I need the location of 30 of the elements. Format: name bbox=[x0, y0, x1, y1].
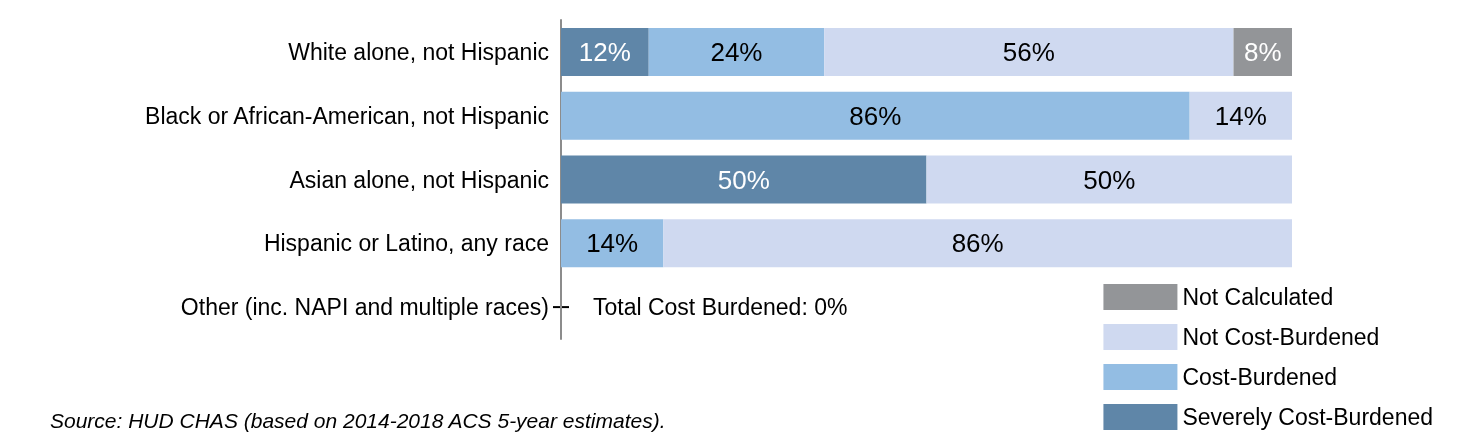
data-label: 12% bbox=[578, 36, 631, 67]
y-tick-label: Hispanic or Latino, any race bbox=[263, 230, 549, 257]
y-tick-label: White alone, not Hispanic bbox=[288, 38, 549, 65]
bar bbox=[561, 155, 927, 204]
data-label: 14% bbox=[1214, 100, 1267, 131]
bar bbox=[1189, 91, 1292, 140]
y-tick-label: Other (inc. NAPI and multiple races) bbox=[180, 294, 549, 321]
bar bbox=[561, 91, 1190, 140]
bar bbox=[824, 27, 1234, 76]
bar bbox=[648, 27, 825, 76]
data-label: 8% bbox=[1243, 36, 1282, 67]
data-label: 14% bbox=[586, 228, 639, 259]
bar bbox=[561, 27, 649, 76]
data-label: 86% bbox=[951, 228, 1004, 259]
bar bbox=[663, 219, 1292, 268]
source-note: Source: HUD CHAS (based on 2014-2018 ACS 5-year estimates). bbox=[50, 409, 666, 432]
data-label: 50% bbox=[1083, 164, 1136, 195]
legend-label: Cost-Burdened bbox=[1182, 364, 1338, 390]
annotation: Total Cost Burdened: 0% bbox=[593, 294, 848, 321]
legend-label: Not Cost-Burdened bbox=[1182, 324, 1380, 350]
y-tick-label: Asian alone, not Hispanic bbox=[289, 166, 549, 193]
data-label: 86% bbox=[849, 100, 902, 131]
legend-label: Not Calculated bbox=[1182, 284, 1334, 310]
bar bbox=[561, 219, 664, 268]
data-label: 50% bbox=[717, 164, 770, 195]
data-label: 56% bbox=[1002, 36, 1055, 67]
y-tick-label: Black or African-American, not Hispanic bbox=[145, 102, 549, 129]
legend-label: Severely Cost-Burdened bbox=[1182, 404, 1433, 430]
bar bbox=[926, 155, 1292, 204]
data-label: 24% bbox=[710, 36, 763, 67]
